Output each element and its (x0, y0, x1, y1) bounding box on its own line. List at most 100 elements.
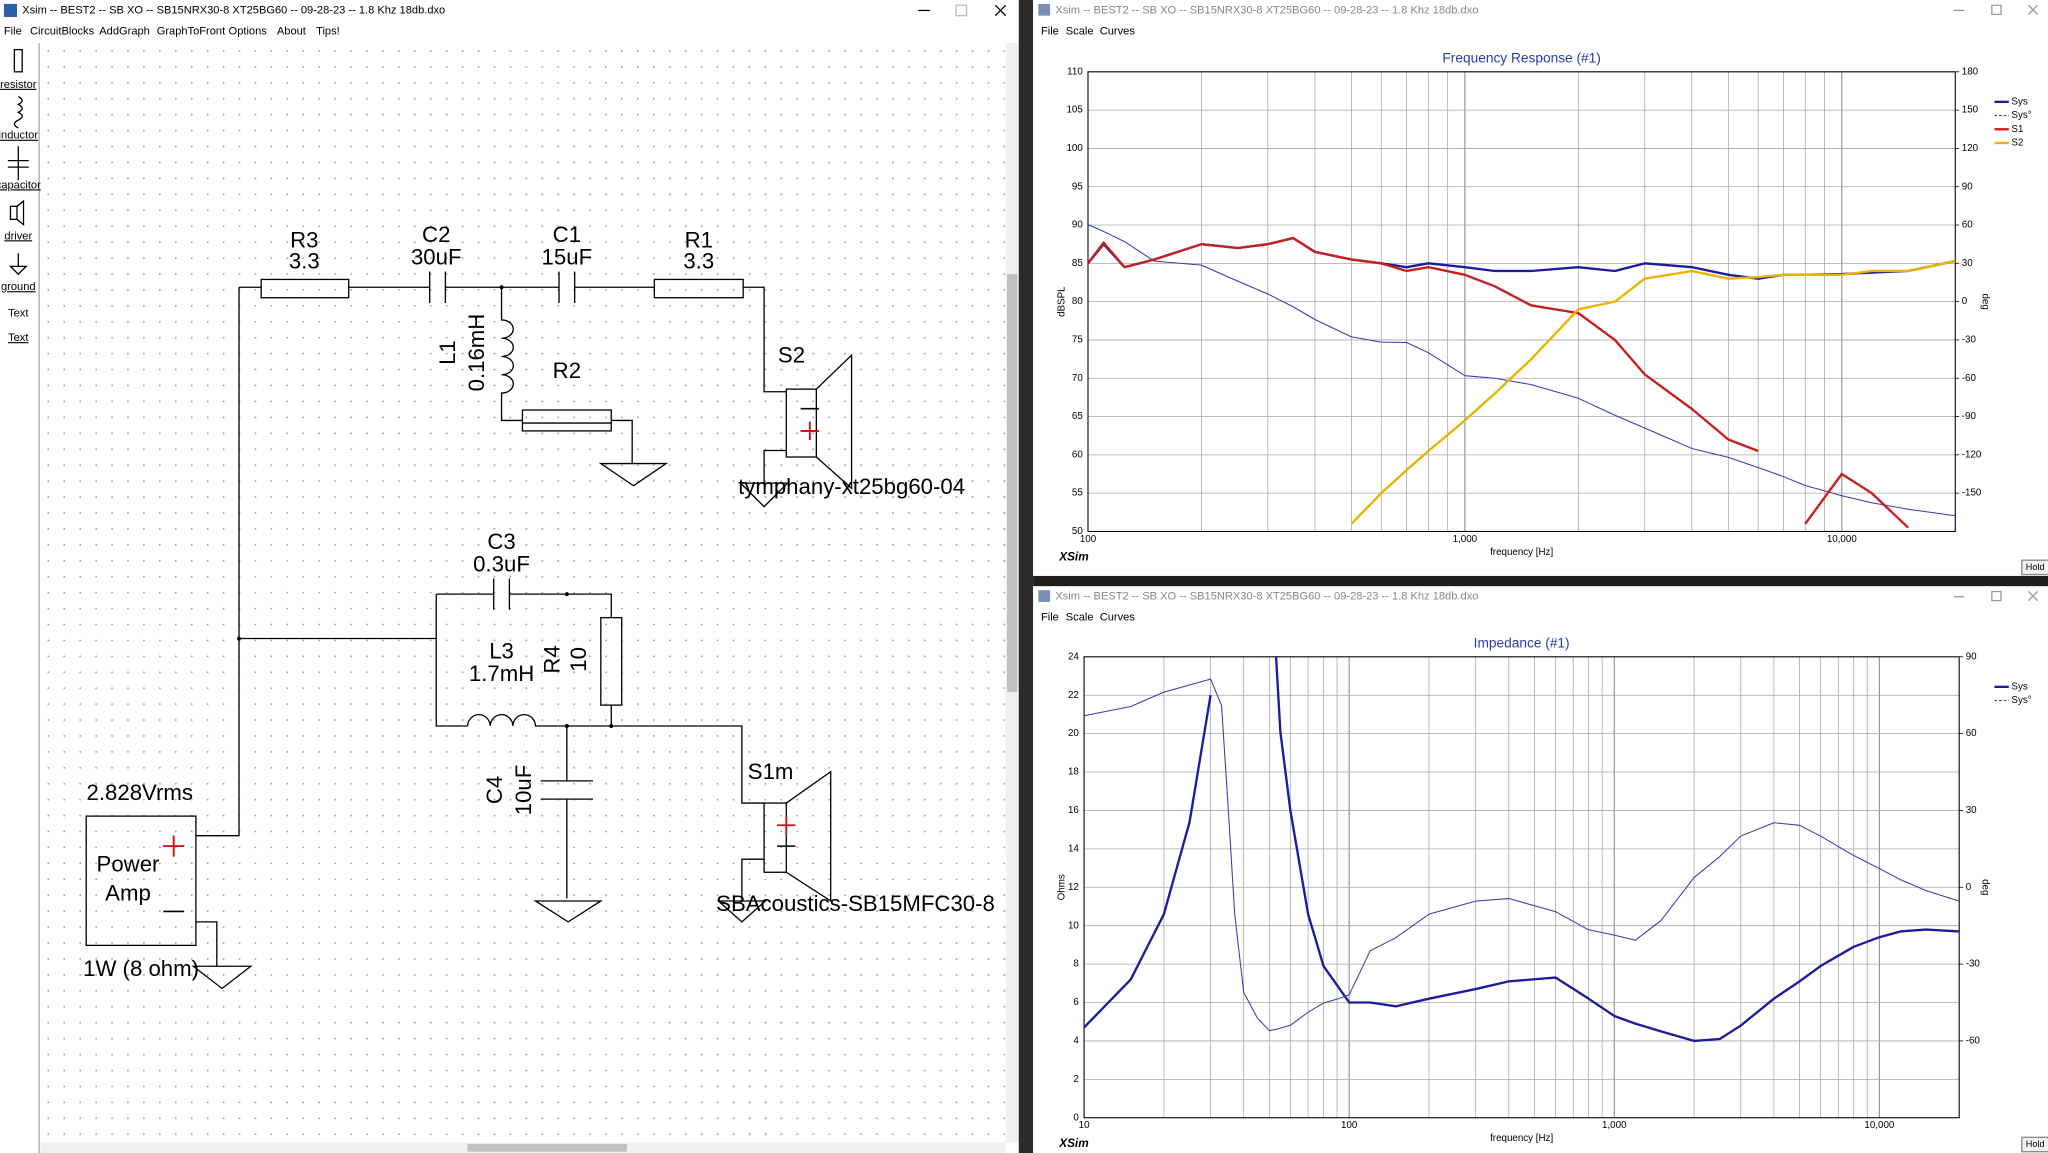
window-background (1033, 0, 2048, 576)
series-line (1088, 236, 1909, 529)
source-rating: 1W (8 ohm) (83, 956, 199, 981)
menu-item[interactable]: File (1041, 612, 1059, 624)
y2-tick-label: -60 (1966, 1036, 1981, 1047)
x-tick-label: 10 (1079, 1120, 1090, 1131)
y-tick-label: 14 (1068, 843, 1079, 854)
y-axis-label: Ohms (1056, 874, 1067, 900)
menu-item[interactable]: AddGraph (99, 25, 150, 37)
y-tick-label: 22 (1068, 690, 1079, 701)
y2-tick-label: -30 (1962, 335, 1977, 346)
tool-label[interactable]: resistor (0, 79, 37, 91)
menu-item[interactable]: GraphToFront (157, 25, 225, 37)
component-name: L3 (489, 639, 514, 664)
y-tick-label: 60 (1072, 449, 1083, 460)
menu-item[interactable]: Curves (1100, 612, 1136, 624)
component-value: 0.3uF (473, 551, 530, 576)
h-scroll-thumb[interactable] (467, 1143, 627, 1152)
component-name: C2 (422, 222, 450, 247)
menu-item[interactable]: Options (229, 25, 268, 37)
y2-tick-label: -30 (1966, 959, 1981, 970)
tool-label[interactable]: ground (1, 281, 36, 293)
control-icons (1953, 590, 2039, 602)
y2-tick-label: -150 (1962, 488, 1982, 499)
menu-item[interactable]: File (1041, 25, 1059, 37)
tool-label[interactable]: driver (4, 230, 32, 242)
y2-tick-label: 60 (1962, 220, 1973, 231)
app-icon (1038, 3, 1051, 16)
hold-label[interactable]: Hold (2026, 562, 2045, 572)
window-controls[interactable] (1953, 4, 2039, 16)
component-value: 3.3 (289, 248, 320, 273)
logo: XSim (1058, 1137, 1088, 1150)
y-tick-label: 12 (1068, 882, 1079, 893)
window-controls[interactable] (1953, 590, 2039, 602)
tool-label[interactable]: Text (8, 332, 28, 344)
x-tick-label: 100 (1080, 534, 1097, 545)
chart-title: Impedance (#1) (1474, 635, 1570, 650)
menu-item[interactable]: Curves (1100, 25, 1136, 37)
window-controls[interactable] (918, 4, 1007, 17)
y-tick-label: 2 (1073, 1074, 1078, 1085)
schematic-labels: R3 3.3 C2 30uF C1 15uF R1 3.3 L1 0.16mH … (83, 222, 995, 981)
driver-model: tymphany-xt25bg60-04 (738, 474, 965, 499)
desktop-gap (1033, 575, 2048, 587)
app-icon (3, 3, 17, 17)
y-tick-label: 95 (1072, 181, 1083, 192)
y-tick-label: 18 (1068, 767, 1079, 778)
desktop-gap (1018, 0, 1034, 1153)
hold-button[interactable] (2021, 1136, 2048, 1153)
series-line (1084, 678, 1960, 1032)
component-name: C3 (487, 529, 515, 554)
y2-tick-label: -60 (1962, 373, 1977, 384)
hold-button[interactable] (2021, 559, 2048, 576)
legend-label: Sys (2011, 96, 2027, 107)
legend-label: Sys° (2011, 110, 2031, 121)
menu-item[interactable]: CircuitBlocks (30, 25, 95, 37)
wires (85, 271, 853, 990)
component-value: 30uF (411, 244, 462, 269)
y-tick-label: 80 (1072, 296, 1083, 307)
plot-frame (1083, 656, 1960, 1119)
x-tick-label: 1,000 (1453, 534, 1478, 545)
tool-label[interactable]: inductor (0, 130, 38, 142)
y2-tick-label: 150 (1962, 105, 1979, 116)
menu-item[interactable]: Scale (1066, 25, 1094, 37)
y2-tick-label: -120 (1962, 449, 1982, 460)
source-label: Power (97, 852, 161, 877)
y2-tick-label: 120 (1962, 143, 1979, 154)
logo: XSim (1058, 551, 1088, 564)
menu-item[interactable]: File (4, 25, 22, 37)
driver-name: S1m (748, 759, 794, 784)
y-tick-label: 4 (1073, 1036, 1079, 1047)
y2-tick-label: 30 (1966, 805, 1977, 816)
v-scroll-thumb[interactable] (1007, 274, 1018, 693)
x-tick-label: 10,000 (1827, 534, 1857, 545)
legend-label: S1 (2011, 124, 2023, 135)
menu-item[interactable]: Tips! (316, 25, 340, 37)
y-tick-label: 65 (1072, 411, 1083, 422)
y-tick-label: 70 (1072, 373, 1083, 384)
y-tick-label: 6 (1073, 997, 1079, 1008)
y-tick-label: 16 (1068, 805, 1079, 816)
component-value: 15uF (542, 244, 593, 269)
series-line (1084, 656, 1960, 1043)
component-value: 10uF (511, 765, 536, 816)
hold-label[interactable]: Hold (2026, 1139, 2045, 1149)
y2-tick-label: -90 (1962, 411, 1977, 422)
component-name: R1 (685, 227, 713, 252)
tool-label[interactable]: capacitor (0, 179, 41, 191)
window-title: Xsim -- BEST2 -- SB XO -- SB15NRX30-8 XT… (1055, 591, 1478, 603)
legend-label: Sys (2011, 681, 2027, 692)
tool-label[interactable]: Text (8, 307, 28, 319)
menu-item[interactable]: About (277, 25, 306, 37)
component-value: 0.16mH (464, 314, 489, 392)
component-name: R2 (553, 358, 581, 383)
x-tick-label: 1,000 (1602, 1120, 1627, 1131)
component-name: R3 (290, 227, 318, 252)
menu-item[interactable]: Scale (1066, 612, 1094, 624)
window-title: Xsim -- BEST2 -- SB XO -- SB15NRX30-8 XT… (1055, 4, 1478, 16)
schematic-canvas (40, 43, 1006, 1143)
y-tick-label: 55 (1072, 488, 1083, 499)
y-tick-label: 75 (1072, 335, 1083, 346)
